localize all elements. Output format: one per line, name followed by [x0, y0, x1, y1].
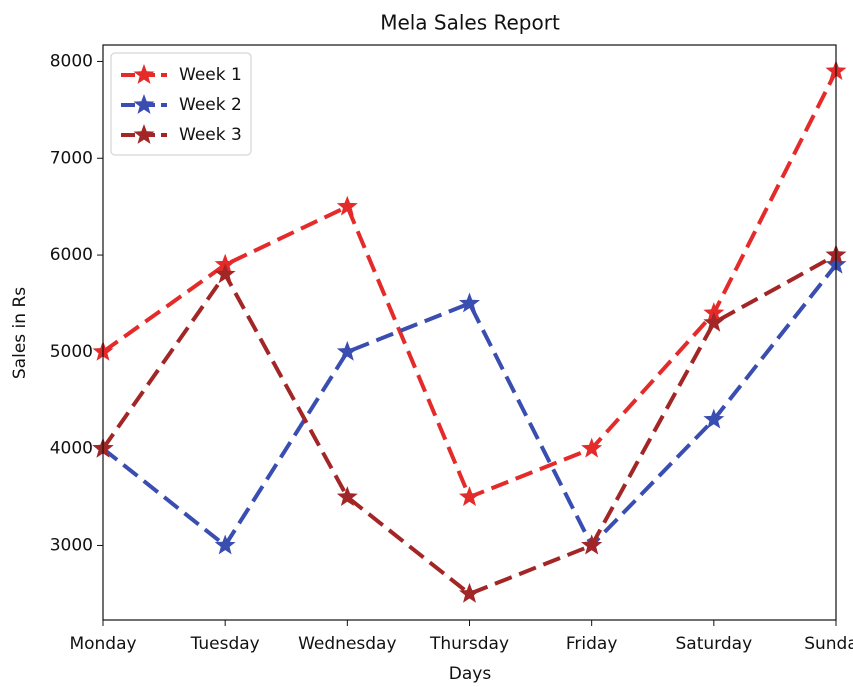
- y-tick-label: 8000: [50, 51, 93, 71]
- y-axis-label: Sales in Rs: [10, 287, 30, 379]
- legend-marker: [133, 64, 155, 84]
- legend-label: Week 3: [179, 125, 242, 145]
- point-marker: [703, 408, 725, 429]
- point-marker: [459, 486, 480, 506]
- point-marker: [336, 340, 358, 361]
- x-tick-label: Thursday: [429, 634, 509, 654]
- point-marker: [214, 263, 236, 284]
- point-marker: [703, 311, 725, 332]
- x-tick-label: Friday: [566, 634, 618, 654]
- point-marker: [581, 534, 603, 555]
- plot-frame: [102, 44, 837, 621]
- point-marker: [214, 534, 236, 555]
- x-tick-label: Saturday: [676, 634, 753, 654]
- x-tick-label: Monday: [69, 634, 136, 654]
- x-axis-label: Days: [449, 664, 492, 684]
- legend-label: Week 1: [179, 65, 242, 85]
- point-marker: [459, 582, 480, 603]
- y-tick-label: 4000: [50, 439, 93, 459]
- point-marker: [459, 292, 480, 313]
- y-tick-label: 5000: [50, 342, 93, 362]
- legend: Week 1 Week 2 Week 3: [110, 52, 252, 156]
- chart-title: Mela Sales Report: [380, 11, 560, 35]
- x-tick-label: Tuesday: [190, 634, 260, 654]
- y-tick-label: 7000: [50, 148, 93, 168]
- x-tick-label: Wednesday: [298, 634, 396, 654]
- legend-marker: [133, 124, 155, 144]
- x-tick-label: Sunday: [804, 634, 853, 654]
- point-marker: [336, 195, 358, 216]
- point-marker: [581, 437, 603, 458]
- point-marker: [336, 486, 358, 506]
- legend-label: Week 2: [179, 95, 242, 115]
- y-tick-label: 6000: [50, 245, 93, 265]
- legend-marker: [133, 94, 155, 114]
- y-tick-label: 3000: [50, 535, 93, 555]
